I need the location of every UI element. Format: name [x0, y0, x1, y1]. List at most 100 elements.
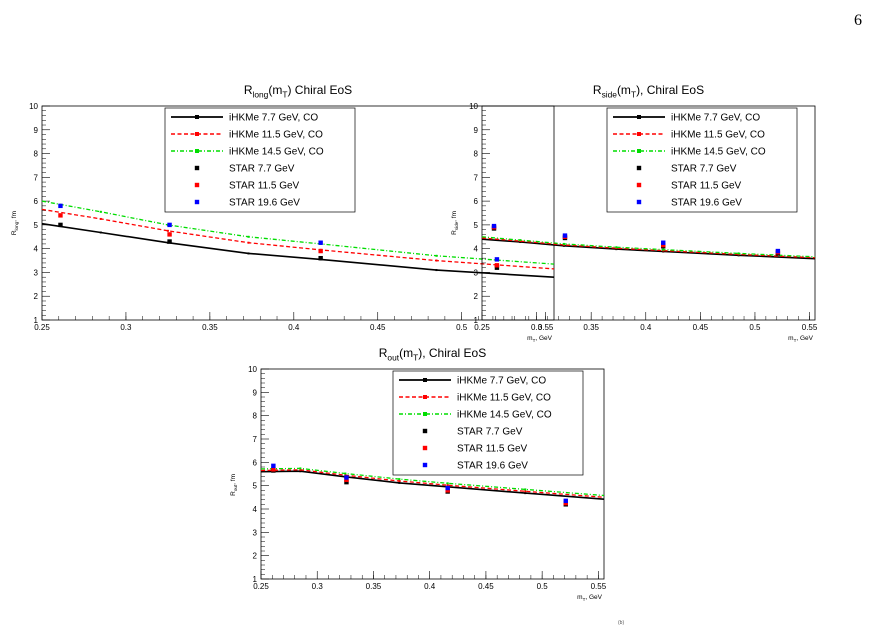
- legend-marker-swatch: [636, 199, 642, 205]
- legend-label: STAR 19.6 GeV: [229, 198, 300, 209]
- x-axis-label: mT, GeV: [577, 594, 602, 602]
- x-tick-label: 0.4: [288, 323, 300, 332]
- legend-label: STAR 11.5 GeV: [229, 181, 300, 192]
- y-axis-label: Rlong, fm: [11, 211, 19, 235]
- legend-label: STAR 11.5 GeV: [457, 444, 528, 455]
- legend-marker-swatch: [637, 132, 641, 136]
- legend-label: iHKMe 14.5 GeV, CO: [671, 147, 766, 158]
- star-data-point: [494, 257, 500, 262]
- page-number: 6: [854, 12, 862, 29]
- star-data-point: [271, 463, 276, 469]
- legend-label: STAR 11.5 GeV: [671, 181, 742, 192]
- x-tick-label: 0.35: [366, 582, 382, 591]
- star-data-point: [271, 467, 276, 472]
- y-tick-label: 3: [474, 268, 479, 277]
- y-tick-label: 2: [34, 292, 39, 301]
- y-tick-label: 8: [474, 150, 479, 159]
- star-data-point: [58, 203, 63, 209]
- legend-marker-swatch: [195, 115, 199, 119]
- y-tick-label: 4: [474, 245, 479, 254]
- series-node: [344, 472, 347, 475]
- y-tick-label: 5: [253, 482, 258, 491]
- y-tick-label: 6: [474, 197, 479, 206]
- series-node: [99, 217, 102, 220]
- legend-marker-swatch: [194, 182, 200, 188]
- y-tick-label: 10: [29, 102, 38, 111]
- x-tick-label: 0.5: [537, 582, 549, 591]
- x-tick-label: 0.55: [538, 323, 554, 332]
- legend-marker-swatch: [195, 132, 199, 136]
- x-tick-label: 0.45: [478, 582, 494, 591]
- series-node: [99, 210, 102, 213]
- series-node: [435, 259, 438, 262]
- legend-label: iHKMe 14.5 GeV, CO: [457, 410, 552, 421]
- chart-title: Rlong(mT) Chiral EoS: [244, 83, 352, 100]
- y-tick-label: 1: [474, 316, 479, 325]
- y-tick-label: 6: [253, 458, 258, 467]
- series-node: [524, 488, 527, 491]
- y-tick-label: 1: [34, 316, 39, 325]
- legend-marker-swatch: [636, 182, 642, 188]
- series-node: [435, 254, 438, 257]
- legend-label: iHKMe 11.5 GeV, CO: [671, 130, 765, 141]
- star-data-point: [562, 233, 568, 238]
- star-data-point: [563, 498, 568, 504]
- series-node: [446, 482, 449, 485]
- chart-panel-3: 1 2 3 4 5 6 7 8 9 10 0.25 0.3 0.35 0.4 0.45 0.5 0.55 Rout…: [230, 346, 607, 602]
- x-tick-label: 0.3: [120, 323, 132, 332]
- y-tick-label: 4: [253, 505, 258, 514]
- x-tick-label: 0.35: [202, 323, 218, 332]
- series-node: [166, 229, 169, 232]
- series-node: [519, 239, 522, 242]
- x-tick-label: 0.4: [424, 582, 436, 591]
- star-data-point: [344, 479, 349, 485]
- legend-marker-swatch: [194, 199, 200, 205]
- series-node: [247, 235, 250, 238]
- legend: iHKMe 7.7 GeV, CO iHKMe 11.5 GeV, CO iHKMe…: [606, 107, 798, 213]
- legend-label: iHKMe 14.5 GeV, CO: [229, 147, 324, 158]
- star-data-point: [344, 475, 349, 480]
- legend-label: STAR 7.7 GeV: [229, 164, 295, 175]
- y-axis-label: Rside, fm: [451, 211, 459, 235]
- star-data-point: [318, 255, 323, 261]
- series-node: [299, 470, 302, 473]
- series-node: [662, 248, 665, 251]
- star-data-point: [494, 265, 500, 270]
- star-data-point: [661, 242, 666, 248]
- legend: iHKMe 7.7 GeV, CO iHKMe 11.5 GeV, CO iHKMe…: [164, 107, 356, 213]
- caption-fragment: (b): [618, 620, 625, 626]
- x-tick-label: 0.25: [474, 323, 490, 332]
- legend-marker-swatch: [423, 378, 427, 382]
- legend-label: STAR 19.6 GeV: [671, 198, 742, 209]
- y-tick-label: 9: [474, 126, 479, 135]
- star-data-point: [344, 477, 349, 483]
- series-node: [737, 252, 740, 255]
- legend-marker-swatch: [636, 165, 642, 171]
- series-node: [299, 468, 302, 471]
- y-tick-label: 10: [469, 102, 478, 111]
- x-tick-label: 0.25: [253, 582, 269, 591]
- star-data-point: [491, 223, 497, 229]
- series-node: [435, 269, 438, 272]
- star-data-point: [563, 500, 568, 506]
- y-tick-label: 10: [248, 365, 257, 374]
- star-data-point: [445, 485, 450, 491]
- legend-label: STAR 7.7 GeV: [671, 164, 737, 175]
- series-line-1: [481, 238, 816, 260]
- legend-label: iHKMe 7.7 GeV, CO: [671, 113, 760, 124]
- legend-marker-swatch: [422, 462, 428, 468]
- y-tick-label: 7: [253, 435, 258, 444]
- legend-box: [392, 370, 584, 476]
- series-node: [524, 492, 527, 495]
- legend-label: iHKMe 11.5 GeV, CO: [457, 393, 551, 404]
- star-data-point: [58, 213, 63, 218]
- series-node: [299, 467, 302, 470]
- series-line-2: [481, 237, 816, 259]
- y-tick-label: 1: [253, 575, 258, 584]
- y-tick-label: 9: [34, 126, 39, 135]
- chart-panel-2: 1 2 3 4 5 6 7 8 9 10 0.25 0.3 0.35 0.4 0.45 0.5 0.55 Rsid…: [451, 83, 818, 343]
- series-line-1: [260, 470, 605, 500]
- series-node: [615, 246, 618, 249]
- chart-title: Rside(mT), Chiral EoS: [593, 83, 704, 100]
- y-tick-label: 2: [253, 552, 258, 561]
